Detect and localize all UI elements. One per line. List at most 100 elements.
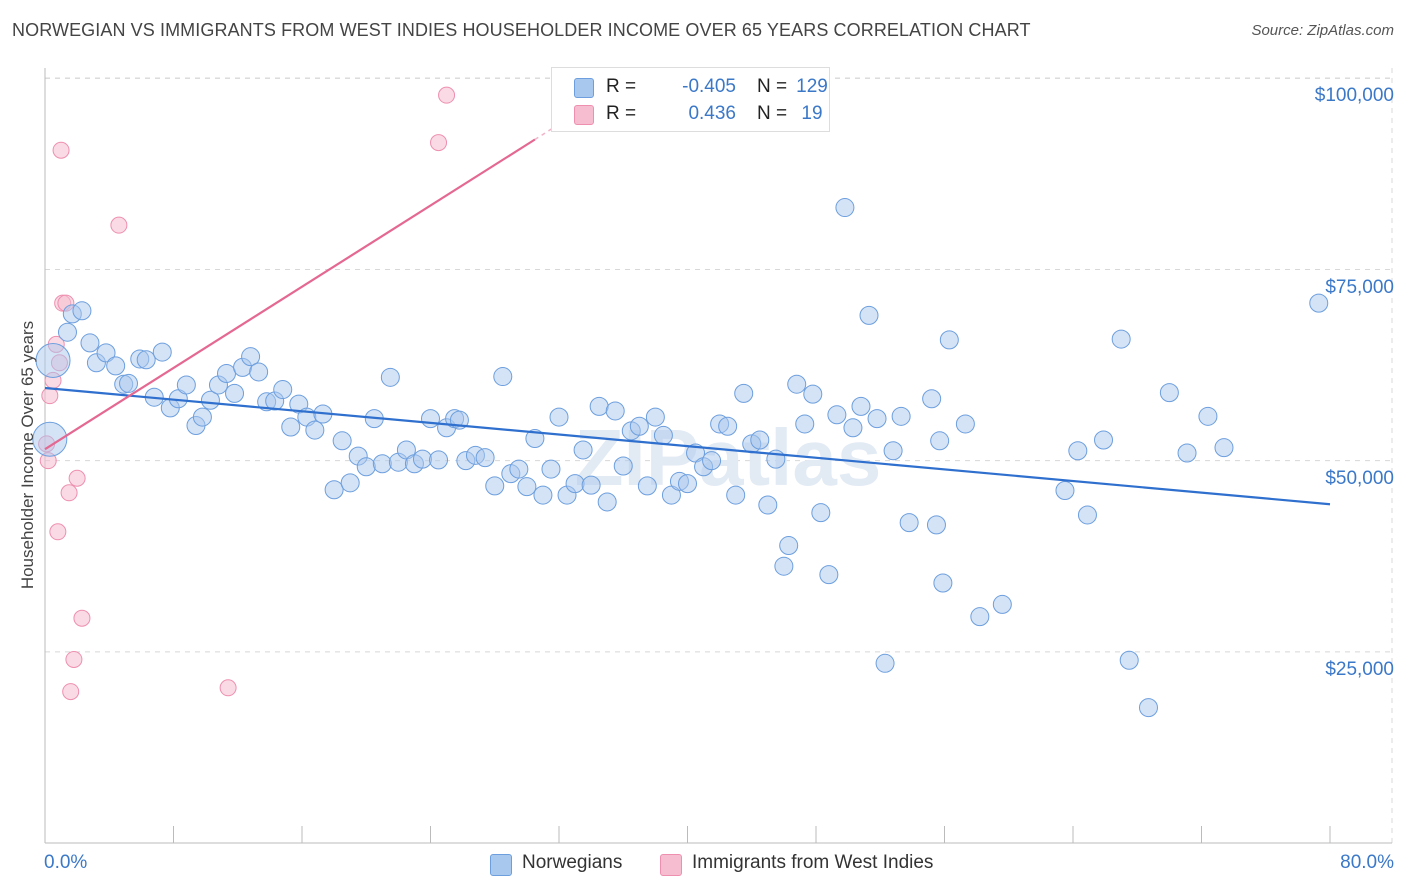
point-norwegians bbox=[718, 416, 738, 436]
point-norwegians bbox=[372, 454, 392, 474]
point-norwegians bbox=[225, 383, 245, 403]
point-norwegians bbox=[412, 449, 432, 469]
point-norwegians bbox=[356, 457, 376, 477]
point-norwegians bbox=[241, 347, 261, 367]
trendline-west-indies-extension bbox=[534, 108, 584, 141]
point-norwegians bbox=[485, 476, 505, 496]
point-norwegians bbox=[533, 485, 553, 505]
point-norwegians bbox=[939, 330, 959, 350]
point-norwegians bbox=[119, 373, 139, 393]
chart-source: Source: ZipAtlas.com bbox=[1251, 22, 1394, 39]
point-norwegians bbox=[581, 475, 601, 495]
point-norwegians bbox=[96, 343, 116, 363]
point-norwegians bbox=[200, 390, 220, 410]
point-norwegians bbox=[249, 362, 269, 382]
bottom-legend-label: Norwegians bbox=[522, 852, 623, 873]
point-norwegians bbox=[787, 374, 807, 394]
point-norwegians bbox=[859, 305, 879, 325]
legend-r-value: -0.405 bbox=[682, 76, 736, 97]
point-norwegians bbox=[843, 418, 863, 438]
legend-r-value: 0.436 bbox=[688, 103, 736, 124]
point-norwegians bbox=[1094, 430, 1114, 450]
point-norwegians bbox=[1068, 441, 1088, 461]
point-west-indies bbox=[68, 469, 86, 487]
point-norwegians bbox=[653, 425, 673, 445]
point-norwegians bbox=[678, 474, 697, 494]
point-norwegians bbox=[1138, 698, 1158, 718]
point-norwegians bbox=[933, 573, 953, 593]
point-norwegians bbox=[726, 485, 746, 505]
point-norwegians bbox=[35, 342, 71, 378]
point-norwegians bbox=[851, 396, 871, 416]
bottom-legend-label: Immigrants from West Indies bbox=[692, 852, 934, 873]
point-norwegians bbox=[176, 375, 196, 395]
point-norwegians bbox=[1214, 438, 1234, 458]
point-norwegians bbox=[597, 492, 617, 512]
legend-n-value: 129 bbox=[796, 76, 828, 97]
point-norwegians bbox=[613, 456, 633, 476]
point-norwegians bbox=[589, 396, 609, 416]
point-norwegians bbox=[605, 401, 625, 421]
point-norwegians bbox=[106, 356, 126, 376]
point-norwegians bbox=[637, 476, 657, 496]
y-axis-label: Householder Income Over 65 years bbox=[18, 320, 37, 590]
y-tick-label: $100,000 bbox=[1314, 85, 1394, 107]
legend-row-norwegians: R = -0.405 N = 129 bbox=[574, 76, 828, 98]
x-tick-label-max: 80.0% bbox=[1340, 852, 1394, 873]
legend-n-label: N = bbox=[757, 103, 788, 124]
point-norwegians bbox=[750, 430, 770, 450]
point-norwegians bbox=[136, 350, 156, 370]
point-norwegians bbox=[875, 653, 895, 673]
point-norwegians bbox=[32, 421, 68, 457]
x-tick-label-min: 0.0% bbox=[44, 852, 88, 873]
point-norwegians bbox=[827, 405, 847, 425]
point-norwegians bbox=[1177, 443, 1197, 463]
point-norwegians bbox=[517, 477, 537, 497]
trend-lines bbox=[44, 108, 1331, 506]
point-norwegians bbox=[629, 416, 649, 436]
y-tick-label: $50,000 bbox=[1325, 467, 1394, 489]
point-norwegians bbox=[899, 513, 919, 533]
point-norwegians bbox=[992, 594, 1012, 614]
point-norwegians bbox=[80, 333, 100, 353]
point-norwegians bbox=[970, 607, 990, 627]
point-norwegians bbox=[1119, 650, 1139, 670]
point-norwegians bbox=[758, 495, 778, 515]
trendline-norwegians bbox=[44, 386, 1331, 506]
point-norwegians bbox=[525, 428, 545, 448]
point-west-indies bbox=[52, 141, 70, 159]
point-norwegians bbox=[475, 448, 495, 468]
point-norwegians bbox=[1055, 480, 1075, 500]
point-norwegians bbox=[926, 515, 946, 535]
point-west-indies bbox=[49, 523, 67, 541]
point-norwegians bbox=[549, 407, 569, 427]
point-norwegians bbox=[380, 367, 400, 387]
point-west-indies bbox=[438, 86, 456, 104]
point-norwegians bbox=[72, 301, 92, 321]
series-norwegians bbox=[32, 198, 1329, 718]
point-norwegians bbox=[645, 407, 665, 427]
point-norwegians bbox=[819, 565, 839, 585]
point-norwegians bbox=[779, 536, 799, 556]
point-west-indies bbox=[60, 484, 78, 502]
point-norwegians bbox=[57, 322, 77, 342]
point-norwegians bbox=[421, 409, 440, 429]
point-norwegians bbox=[192, 407, 212, 427]
legend-r-label: R = bbox=[606, 103, 637, 124]
correlation-legend: R = -0.405 N = 129 R = 0.436 N = 19 bbox=[551, 67, 830, 132]
point-norwegians bbox=[930, 431, 950, 451]
bottom-legend-swatch-norwegians bbox=[490, 854, 512, 876]
point-norwegians bbox=[867, 409, 887, 429]
y-tick-label: $75,000 bbox=[1325, 276, 1394, 298]
point-norwegians bbox=[429, 450, 449, 470]
point-norwegians bbox=[152, 342, 172, 362]
point-norwegians bbox=[891, 406, 911, 426]
legend-swatch-norwegians bbox=[574, 78, 594, 98]
point-norwegians bbox=[734, 383, 754, 403]
bottom-legend-swatch-west-indies bbox=[660, 854, 682, 876]
point-norwegians bbox=[493, 367, 513, 387]
point-norwegians bbox=[1198, 406, 1218, 426]
legend-r-label: R = bbox=[606, 76, 637, 97]
legend-n-label: N = bbox=[757, 76, 788, 97]
point-norwegians bbox=[340, 473, 360, 493]
